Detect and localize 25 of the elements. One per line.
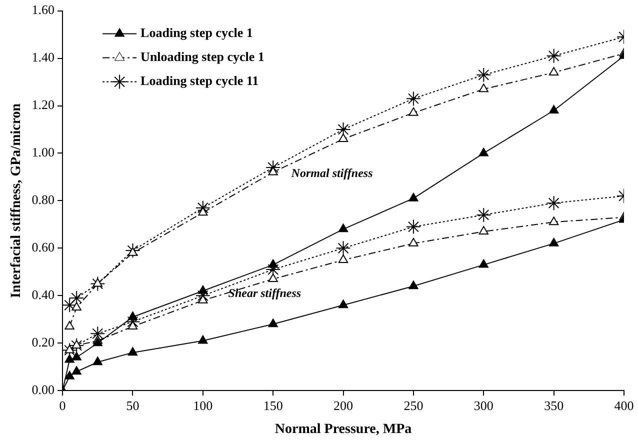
x-tick-label: 250 <box>404 398 424 413</box>
x-tick-label: 350 <box>544 398 564 413</box>
y-tick-label: 0.80 <box>32 192 55 208</box>
y-tick-label: 0.20 <box>32 334 55 350</box>
legend-label: Loading step cycle 11 <box>140 73 259 88</box>
y-tick-label: 1.40 <box>32 50 55 65</box>
x-tick-label: 0 <box>59 398 66 413</box>
x-tick-label: 100 <box>193 398 213 413</box>
x-tick-label: 200 <box>334 398 354 413</box>
x-tick-label: 300 <box>474 398 494 413</box>
y-tick-label: 0.60 <box>32 240 55 255</box>
x-tick-label: 150 <box>263 398 283 413</box>
y-tick-label: 1.00 <box>32 144 55 160</box>
y-tick-label: 0.00 <box>32 382 55 398</box>
annotation: Shear stiffness <box>228 286 302 300</box>
legend-label: Unloading step cycle 1 <box>140 49 264 64</box>
legend-label: Loading step cycle 1 <box>140 25 253 40</box>
y-tick-label: 0.40 <box>32 287 55 302</box>
y-axis-title: Interfacial stiffness, GPa/micron <box>9 103 24 298</box>
annotation: Normal stiffness <box>290 166 374 180</box>
x-tick-label: 400 <box>614 398 634 413</box>
y-tick-label: 1.60 <box>32 2 55 18</box>
x-tick-label: 50 <box>126 398 140 413</box>
x-axis-title: Normal Pressure, MPa <box>274 422 412 438</box>
y-tick-label: 1.20 <box>32 97 55 112</box>
